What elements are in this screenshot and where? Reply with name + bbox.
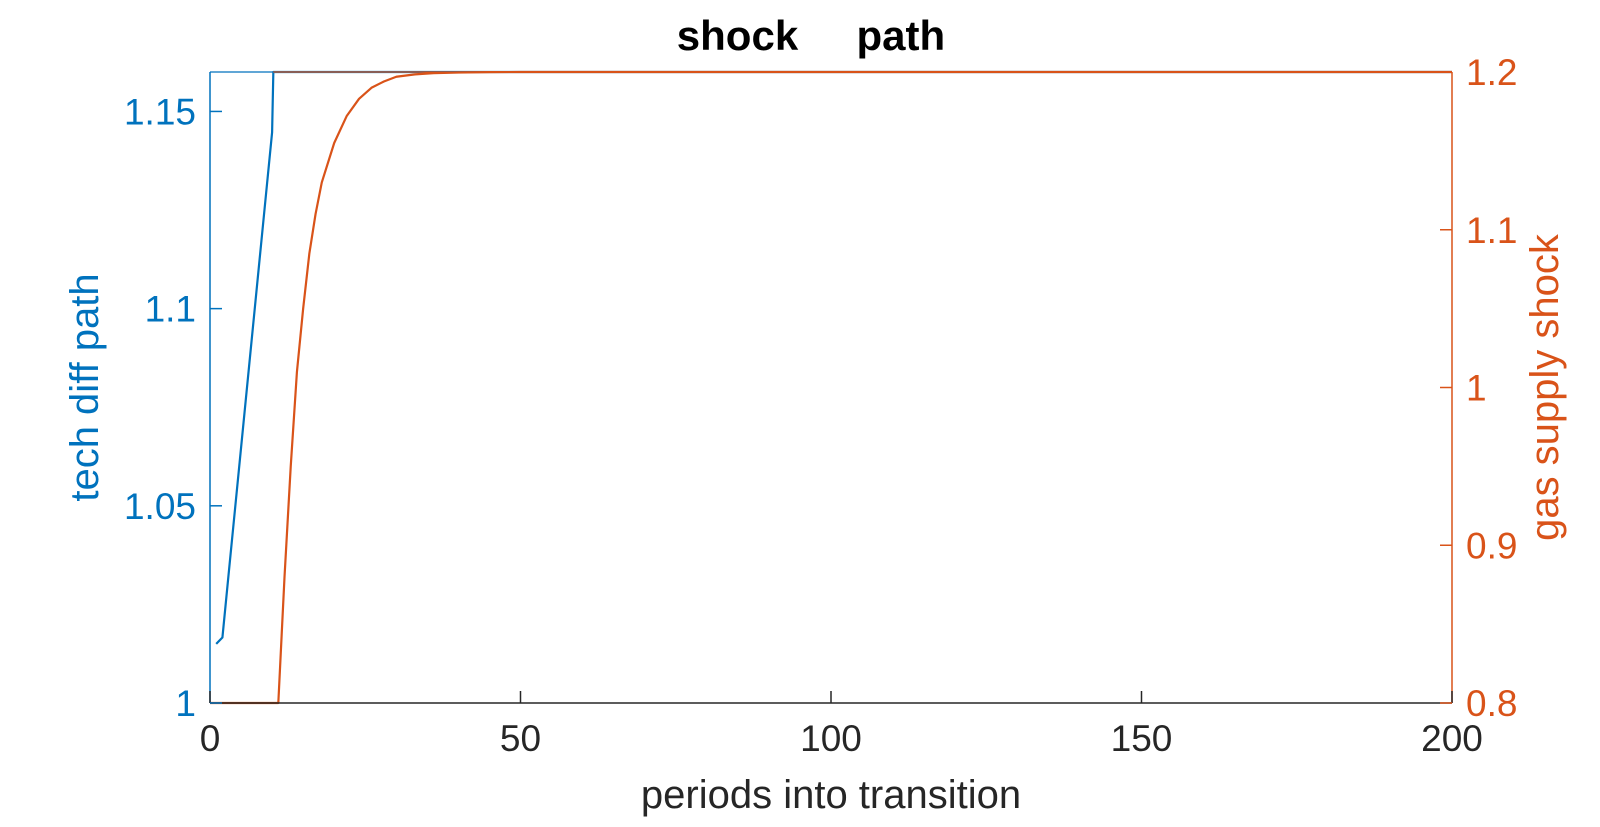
- chart-title: shock path: [677, 12, 945, 59]
- y-right-tick-label: 0.9: [1466, 525, 1517, 566]
- y-left-tick-label: 1.1: [145, 289, 196, 330]
- axes-layer: 0 50 100 150 200 1 1.05 1.1 1.15 0.8 0.9 1 1.1 1.2: [124, 52, 1517, 759]
- x-tick-label: 200: [1421, 718, 1483, 759]
- y-right-tick-label: 0.8: [1466, 683, 1517, 724]
- y-left-tick-label: 1.05: [124, 486, 196, 527]
- x-tick-label: 50: [500, 718, 541, 759]
- x-axis-title: periods into transition: [641, 773, 1021, 817]
- y-right-tick-label: 1: [1466, 368, 1487, 409]
- x-tick-label: 100: [800, 718, 862, 759]
- y-left-axis-title: tech diff path: [63, 273, 107, 501]
- y-right-tick-label: 1.2: [1466, 52, 1517, 93]
- series-line-left: [215, 70, 1452, 645]
- y-left-tick-label: 1: [175, 683, 196, 724]
- plot-area: [210, 72, 1452, 703]
- x-tick-label: 0: [200, 718, 221, 759]
- labels-layer: shock path periods into transition tech …: [63, 12, 1567, 817]
- x-tick-label: 150: [1111, 718, 1173, 759]
- y-right-axis-title: gas supply shock: [1523, 233, 1567, 541]
- y-left-tick-label: 1.15: [124, 91, 196, 132]
- y-right-tick-label: 1.1: [1466, 210, 1517, 251]
